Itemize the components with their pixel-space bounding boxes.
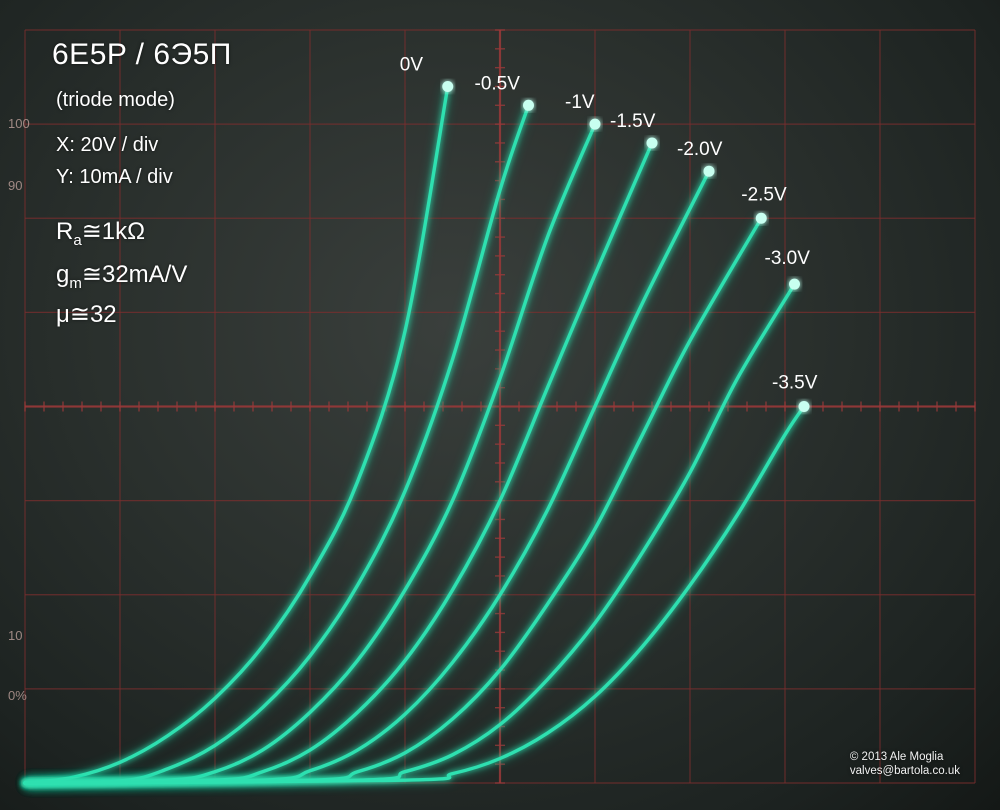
trace-label: -2.0V [677,139,723,160]
copyright-notice: © 2013 Ale Moglia valves@bartola.co.uk [850,750,960,778]
graticule-mark-100: 100 [8,116,30,131]
param-amplification-factor: μ≅32 [56,301,117,328]
trace-curve [23,103,531,785]
trace-endpoint [523,99,534,111]
ra-value: ≅1kΩ [81,218,146,245]
trace-label: -0.5V [475,73,521,94]
trace-endpoint [798,401,810,412]
graticule-mark-10: 10 [8,628,22,643]
gm-subscript: m [69,275,82,292]
trace-endpoint [789,278,800,290]
trace-curve [23,169,711,785]
trace-label: 0V [400,54,424,75]
y-scale-label: Y: 10mA / div [56,166,173,188]
graticule-scale-marks: 100 90 10 0% [8,116,30,703]
x-scale-label: X: 20V / div [56,134,159,156]
chart-title: 6E5P / 6Э5П [52,38,232,71]
graticule-mark-0pct: 0% [8,688,27,703]
trace-endpoint [755,212,767,224]
param-anode-resistance: Ra≅1kΩ [56,217,146,249]
trace-label: -1.5V [610,111,656,132]
grid-voltage-labels: 0V -0.5V -1V -1.5V -2.0V -2.5V -3.0V -3.5V [400,54,818,393]
trace-endpoint [442,80,454,92]
gm-value: ≅32mA/V [81,261,188,288]
copyright-email: valves@bartola.co.uk [849,765,960,777]
param-transconductance: gm≅32mA/V [56,260,188,292]
trace-endpoint [589,118,601,130]
graticule-mark-90: 90 [8,178,22,193]
trace-curve [23,122,597,785]
trace-label: -1V [565,92,595,113]
trace-label: -2.5V [741,184,787,205]
copyright-line: © 2013 Ale Moglia [849,751,944,763]
trace-curve [23,404,806,785]
trace-glow-1 [24,103,533,788]
trace-glow [24,85,808,788]
gm-symbol: g [56,261,70,288]
trace-label: -3.0V [765,248,811,269]
trace-endpoint [703,165,715,177]
trace-curve [23,84,450,785]
traces [23,80,810,785]
trace-label: -3.5V [772,373,818,394]
trace-curve [23,141,654,785]
ra-subscript: a [73,232,82,249]
trace-endpoint [646,137,658,149]
chart-subtitle: (triode mode) [56,89,175,111]
ra-symbol: R [56,218,74,245]
